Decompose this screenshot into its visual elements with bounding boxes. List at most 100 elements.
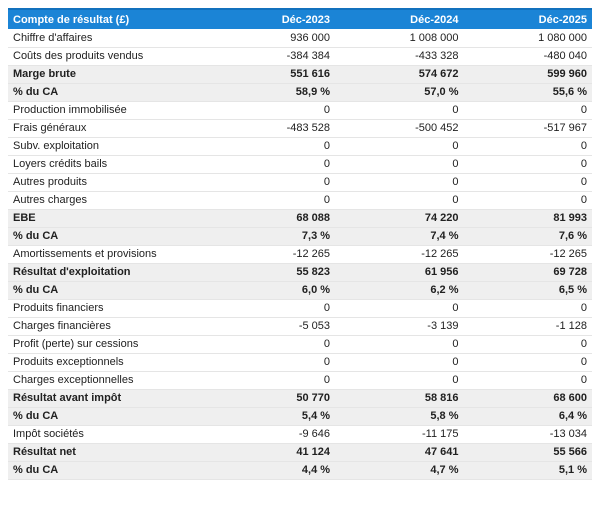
value-cell: 0 <box>335 173 464 192</box>
table-row: Résultat d'exploitation 55 823 61 956 69 72… <box>8 263 592 282</box>
column-header-dec-2024: Déc-2024 <box>335 8 464 29</box>
row-label-cell: Produits exceptionnels <box>8 353 207 372</box>
value-cell: 936 000 <box>206 29 336 48</box>
value-cell: 551 616 <box>206 65 336 84</box>
value-cell: 599 960 <box>463 65 592 84</box>
row-label-cell: Production immobilisée <box>8 101 207 120</box>
table-row: Charges financières -5 053 -3 139 -1 128 <box>8 317 592 336</box>
value-cell: 4,7 % <box>335 461 464 480</box>
value-cell: 0 <box>463 299 592 318</box>
column-header-dec-2023: Déc-2023 <box>206 8 336 29</box>
value-cell: 61 956 <box>335 263 464 282</box>
table-row: Résultat avant impôt 50 770 58 816 68 600 <box>8 389 592 408</box>
row-label-cell: % du CA <box>8 227 207 246</box>
value-cell: 0 <box>463 353 592 372</box>
table-row: Produits financiers 0 0 0 <box>8 299 592 318</box>
value-cell: -5 053 <box>206 317 336 336</box>
value-cell: 0 <box>335 353 464 372</box>
row-label-cell: Frais généraux <box>8 119 207 138</box>
row-label-cell: Loyers crédits bails <box>8 155 207 174</box>
value-cell: -483 528 <box>206 119 336 138</box>
header-row: Compte de résultat (£) Déc-2023 Déc-2024… <box>8 8 592 29</box>
value-cell: 0 <box>463 335 592 354</box>
value-cell: 6,2 % <box>335 281 464 300</box>
value-cell: 0 <box>335 191 464 210</box>
value-cell: 1 008 000 <box>335 29 464 48</box>
row-label-cell: Résultat net <box>8 443 207 462</box>
value-cell: -500 452 <box>335 119 464 138</box>
value-cell: 0 <box>206 155 336 174</box>
table-row: Profit (perte) sur cessions 0 0 0 <box>8 335 592 354</box>
value-cell: 0 <box>463 191 592 210</box>
value-cell: -12 265 <box>206 245 336 264</box>
value-cell: 0 <box>463 371 592 390</box>
value-cell: 5,1 % <box>463 461 592 480</box>
table-row: Résultat net 41 124 47 641 55 566 <box>8 443 592 462</box>
value-cell: -384 384 <box>206 47 336 66</box>
value-cell: 0 <box>206 335 336 354</box>
value-cell: 5,4 % <box>206 407 336 426</box>
value-cell: 68 088 <box>206 209 336 228</box>
table-row: % du CA 4,4 % 4,7 % 5,1 % <box>8 461 592 480</box>
value-cell: 0 <box>206 371 336 390</box>
row-label-cell: Amortissements et provisions <box>8 245 207 264</box>
table-row: Chiffre d'affaires 936 000 1 008 000 1 080 … <box>8 29 592 48</box>
value-cell: 0 <box>463 101 592 120</box>
value-cell: 55 566 <box>463 443 592 462</box>
value-cell: 5,8 % <box>335 407 464 426</box>
value-cell: 50 770 <box>206 389 336 408</box>
value-cell: 0 <box>206 299 336 318</box>
value-cell: -3 139 <box>335 317 464 336</box>
value-cell: 0 <box>206 137 336 156</box>
value-cell: 58 816 <box>335 389 464 408</box>
row-label-cell: % du CA <box>8 281 207 300</box>
value-cell: 47 641 <box>335 443 464 462</box>
value-cell: 55,6 % <box>463 83 592 102</box>
table-row: Produits exceptionnels 0 0 0 <box>8 353 592 372</box>
value-cell: 57,0 % <box>335 83 464 102</box>
table-row: Marge brute 551 616 574 672 599 960 <box>8 65 592 84</box>
value-cell: 81 993 <box>463 209 592 228</box>
value-cell: 7,6 % <box>463 227 592 246</box>
value-cell: 74 220 <box>335 209 464 228</box>
value-cell: 574 672 <box>335 65 464 84</box>
table-row: Loyers crédits bails 0 0 0 <box>8 155 592 174</box>
value-cell: 0 <box>335 137 464 156</box>
row-label-cell: % du CA <box>8 461 207 480</box>
row-label-cell: Chiffre d'affaires <box>8 29 207 48</box>
row-label-cell: Charges financières <box>8 317 207 336</box>
row-label-cell: Charges exceptionnelles <box>8 371 207 390</box>
income-statement-table: Compte de résultat (£) Déc-2023 Déc-2024… <box>8 8 592 480</box>
value-cell: 0 <box>335 335 464 354</box>
table-title: Compte de résultat (£) <box>8 8 207 29</box>
table-row: Autres produits 0 0 0 <box>8 173 592 192</box>
value-cell: -480 040 <box>463 47 592 66</box>
value-cell: 6,5 % <box>463 281 592 300</box>
value-cell: 58,9 % <box>206 83 336 102</box>
row-label-cell: Résultat avant impôt <box>8 389 207 408</box>
row-label-cell: Impôt sociétés <box>8 425 207 444</box>
row-label-cell: % du CA <box>8 83 207 102</box>
table-row: Frais généraux -483 528 -500 452 -517 967 <box>8 119 592 138</box>
value-cell: 0 <box>335 299 464 318</box>
row-label-cell: Subv. exploitation <box>8 137 207 156</box>
value-cell: -1 128 <box>463 317 592 336</box>
value-cell: 0 <box>206 101 336 120</box>
table-row: Coûts des produits vendus -384 384 -433 32… <box>8 47 592 66</box>
row-label-cell: Marge brute <box>8 65 207 84</box>
table-row: Autres charges 0 0 0 <box>8 191 592 210</box>
table-row: % du CA 5,4 % 5,8 % 6,4 % <box>8 407 592 426</box>
value-cell: -13 034 <box>463 425 592 444</box>
value-cell: -12 265 <box>335 245 464 264</box>
value-cell: -11 175 <box>335 425 464 444</box>
row-label-cell: EBE <box>8 209 207 228</box>
value-cell: 68 600 <box>463 389 592 408</box>
column-header-dec-2025: Déc-2025 <box>463 8 592 29</box>
table-row: Subv. exploitation 0 0 0 <box>8 137 592 156</box>
value-cell: -12 265 <box>463 245 592 264</box>
value-cell: 1 080 000 <box>463 29 592 48</box>
value-cell: 0 <box>206 353 336 372</box>
compte-de-resultat: Compte de résultat (£) Déc-2023 Déc-2024… <box>8 8 592 480</box>
table-row: % du CA 6,0 % 6,2 % 6,5 % <box>8 281 592 300</box>
table-row: % du CA 7,3 % 7,4 % 7,6 % <box>8 227 592 246</box>
